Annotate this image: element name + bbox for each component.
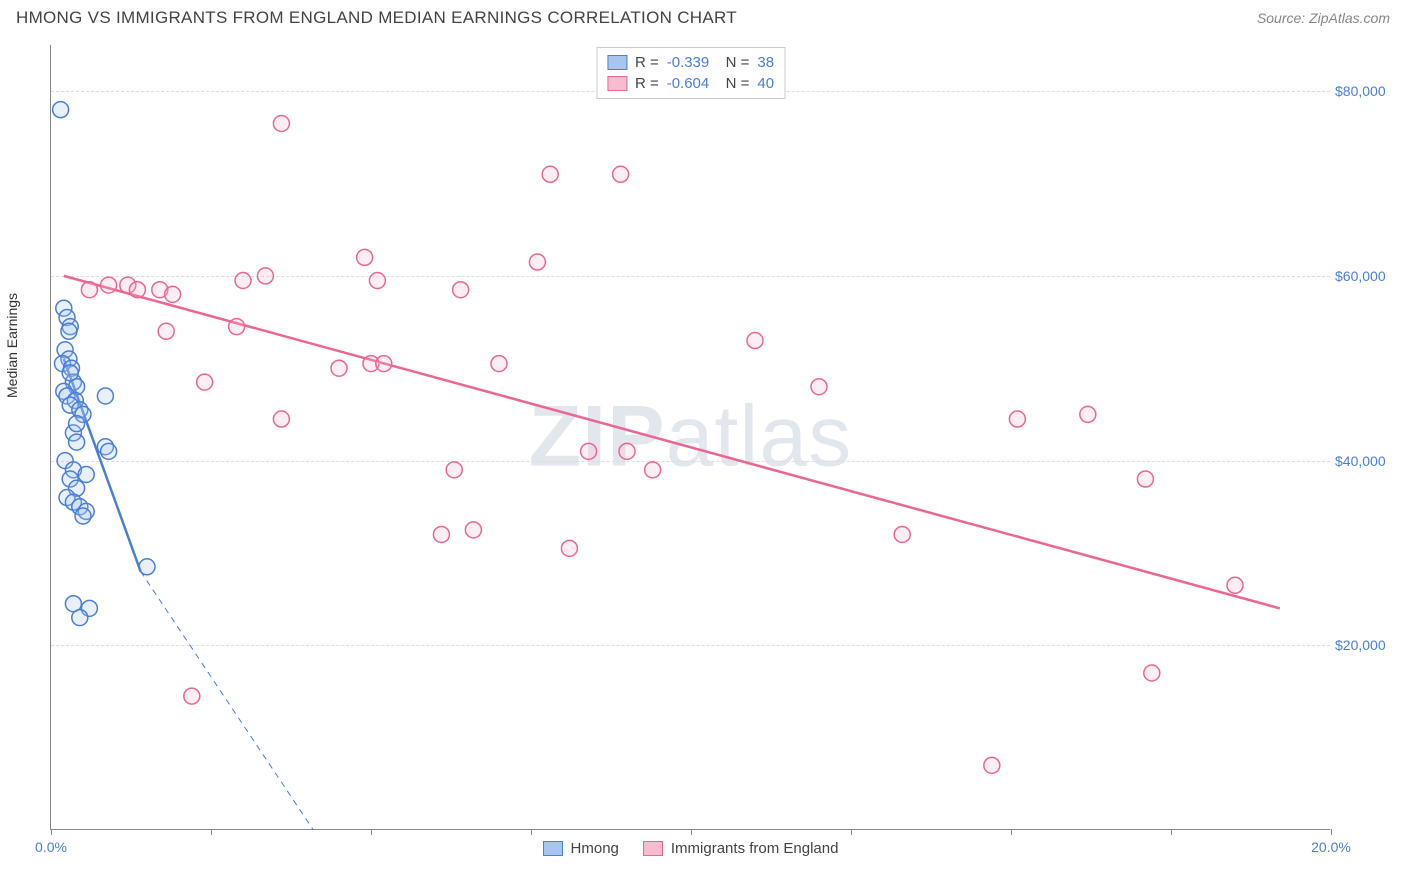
legend-label: Hmong [571,840,619,857]
data-point [101,277,117,293]
data-point [613,166,629,182]
x-tick-label: 0.0% [35,839,67,855]
n-value-hmong: 38 [757,54,774,71]
data-point [376,356,392,372]
data-point [433,526,449,542]
data-point [619,443,635,459]
legend-label: Immigrants from England [671,840,839,857]
data-point [747,333,763,349]
correlation-legend: R = -0.339 N = 38 R = -0.604 N = 40 [596,47,785,99]
data-point [69,416,85,432]
chart-title: HMONG VS IMMIGRANTS FROM ENGLAND MEDIAN … [16,8,737,28]
data-point [139,559,155,575]
data-point [72,610,88,626]
data-point [894,526,910,542]
n-value-england: 40 [757,75,774,92]
x-tick [531,829,532,835]
data-point [331,360,347,376]
legend-swatch-england [607,76,627,91]
data-point [129,282,145,298]
data-point [75,508,91,524]
x-tick [1171,829,1172,835]
trend-line-extension [141,571,314,830]
y-tick-label: $40,000 [1335,453,1400,469]
data-point [229,319,245,335]
data-point [645,462,661,478]
y-tick-label: $60,000 [1335,268,1400,284]
x-tick-label: 20.0% [1311,839,1351,855]
r-value-hmong: -0.339 [667,54,710,71]
data-point [357,249,373,265]
data-point [69,434,85,450]
data-point [1137,471,1153,487]
data-point [581,443,597,459]
legend-item-hmong: Hmong [543,840,619,857]
legend-swatch-hmong [607,55,627,70]
x-tick [851,829,852,835]
data-point [1009,411,1025,427]
scatter-plot [51,45,1330,829]
trend-line [64,276,1280,608]
data-point [53,102,69,118]
legend-row-england: R = -0.604 N = 40 [607,73,774,94]
r-value-england: -0.604 [667,75,710,92]
legend-row-hmong: R = -0.339 N = 38 [607,52,774,73]
x-tick [1331,829,1332,835]
y-tick-label: $20,000 [1335,637,1400,653]
legend-swatch-icon [543,841,563,856]
data-point [453,282,469,298]
chart-plot-area: ZIPatlas $20,000$40,000$60,000$80,000 R … [50,45,1330,830]
data-point [1144,665,1160,681]
data-point [165,286,181,302]
data-point [197,374,213,390]
series-legend: Hmong Immigrants from England [543,840,839,857]
data-point [1227,577,1243,593]
data-point [273,411,289,427]
data-point [369,273,385,289]
data-point [446,462,462,478]
data-point [465,522,481,538]
data-point [257,268,273,284]
data-point [984,757,1000,773]
data-point [81,282,97,298]
y-axis-label: Median Earnings [4,293,20,398]
legend-item-england: Immigrants from England [643,840,839,857]
data-point [101,443,117,459]
data-point [491,356,507,372]
data-point [529,254,545,270]
source-label: Source: ZipAtlas.com [1257,10,1390,26]
data-point [235,273,251,289]
data-point [1080,406,1096,422]
data-point [273,116,289,132]
x-tick [691,829,692,835]
x-tick [371,829,372,835]
data-point [97,388,113,404]
data-point [561,540,577,556]
data-point [78,466,94,482]
data-point [811,379,827,395]
data-point [61,323,77,339]
legend-swatch-icon [643,841,663,856]
data-point [158,323,174,339]
data-point [62,365,78,381]
y-tick-label: $80,000 [1335,83,1400,99]
x-tick [211,829,212,835]
data-point [542,166,558,182]
x-tick [1011,829,1012,835]
x-tick [51,829,52,835]
data-point [184,688,200,704]
